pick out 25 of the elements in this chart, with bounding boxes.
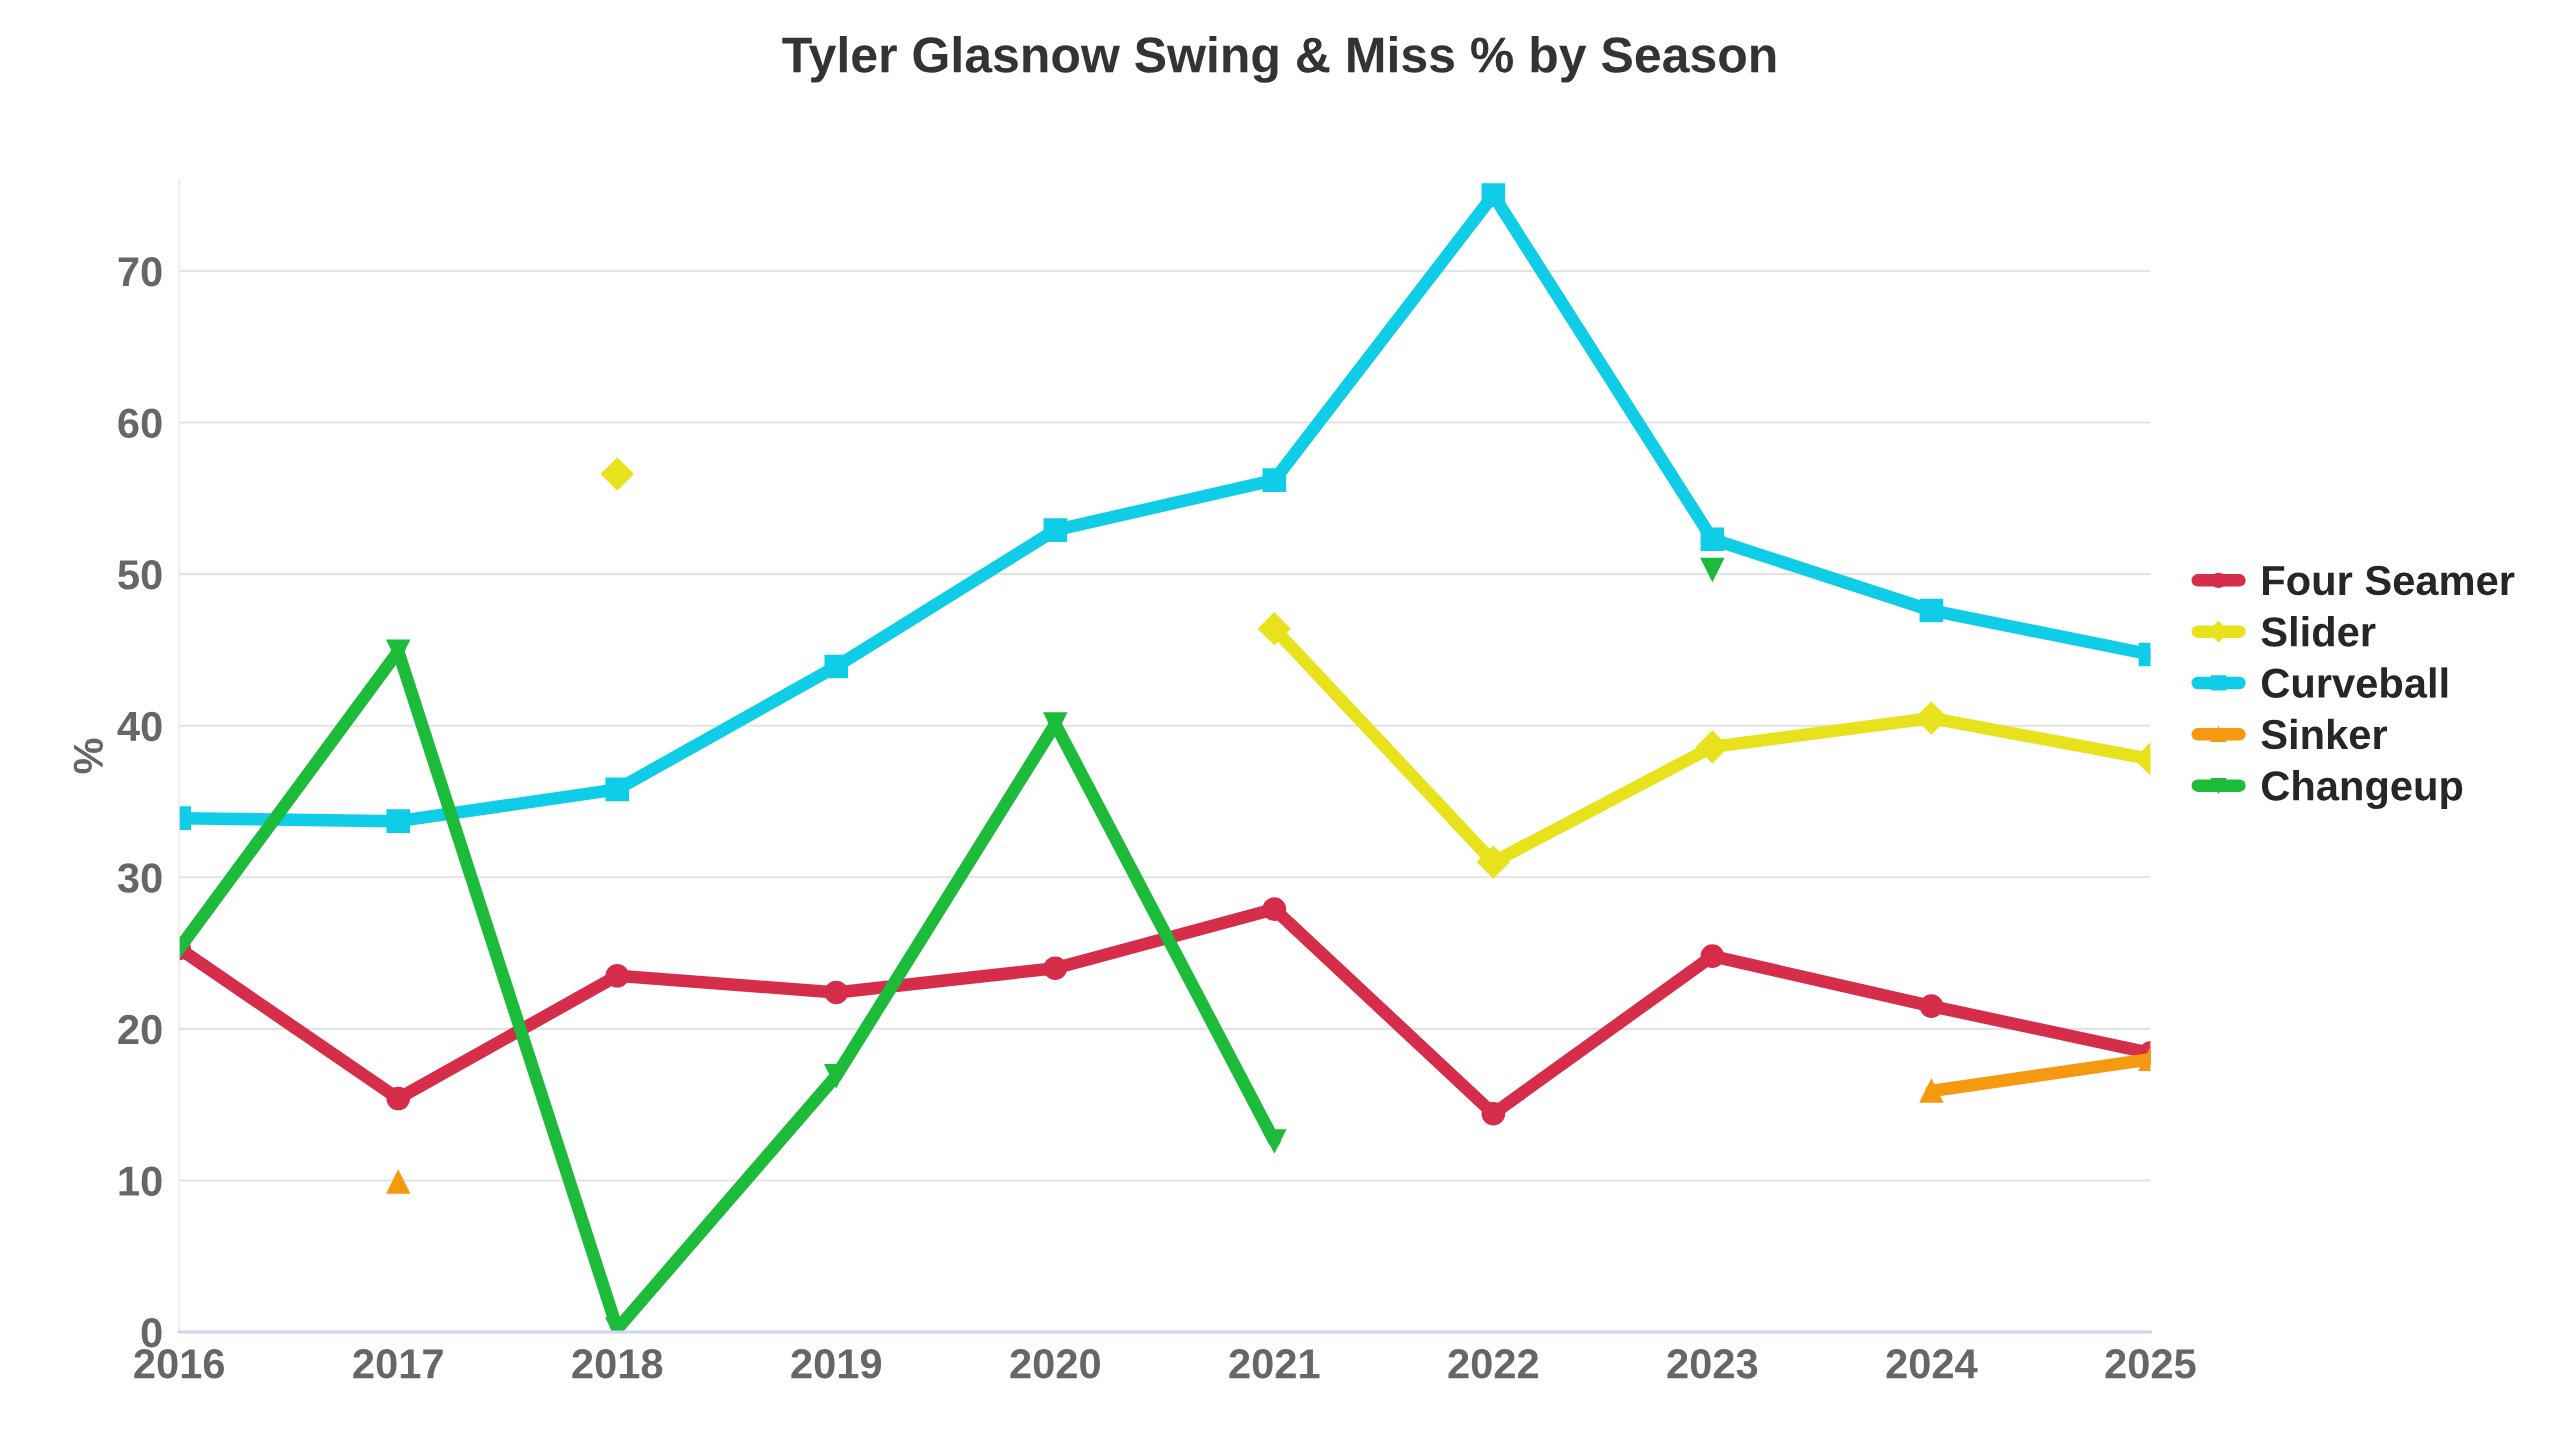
x-tick-label: 2021: [1229, 1349, 1320, 1379]
x-tick-label: 2023: [1667, 1349, 1758, 1379]
y-tick-label: 30: [117, 863, 162, 893]
chart-title: Tyler Glasnow Swing & Miss % by Season: [782, 36, 1776, 83]
y-tick-label: 70: [118, 256, 162, 287]
legend-label: Four Seamer: [2263, 565, 2515, 596]
y-tick-label: 40: [117, 711, 162, 742]
legend-label: Sinker: [2261, 718, 2388, 750]
legend-label: Curveball: [2261, 667, 2448, 698]
legend-label: Changeup: [2261, 770, 2463, 810]
x-tick-label: 2025: [2105, 1349, 2196, 1379]
x-tick-label: 2018: [572, 1349, 663, 1379]
y-tick-label: 50: [118, 560, 162, 590]
x-tick-label: 2022: [1448, 1349, 1539, 1379]
y-axis-title: %: [73, 738, 104, 774]
x-tick-label: 2016: [134, 1349, 225, 1379]
x-tick-label: 2019: [791, 1349, 882, 1379]
y-tick-label: 20: [118, 1014, 162, 1045]
x-tick-label: 2020: [1010, 1349, 1100, 1379]
x-tick-label: 2017: [353, 1349, 443, 1379]
y-tick-label: 0: [141, 1318, 162, 1348]
y-tick-label: 10: [119, 1166, 162, 1196]
x-tick-label: 2024: [1886, 1349, 1978, 1379]
legend-label: Slider: [2261, 616, 2376, 647]
y-tick-label: 60: [118, 408, 162, 439]
